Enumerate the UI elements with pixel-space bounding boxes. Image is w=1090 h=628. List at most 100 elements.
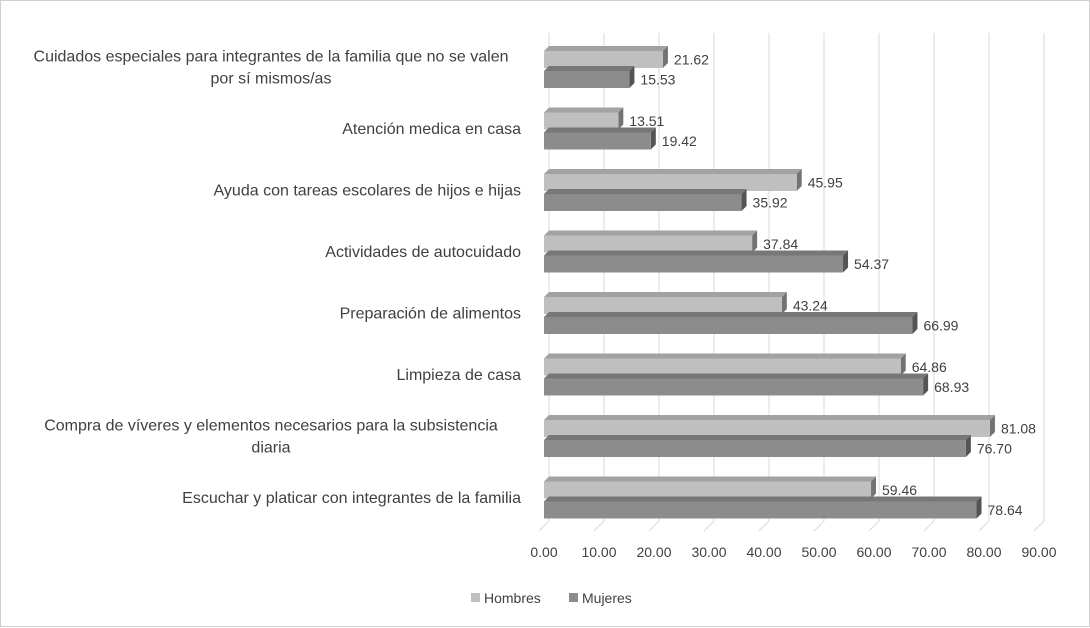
x-tick-label: 20.00 [636, 544, 671, 560]
bar-side-hombres [781, 292, 787, 314]
bar-top-mujeres [544, 66, 635, 71]
x-tick-label: 0.00 [530, 544, 557, 560]
data-label: 15.53 [640, 72, 675, 88]
data-label: 68.93 [934, 379, 969, 395]
bar-top-hombres [544, 230, 758, 236]
category-label: Actividades de autocuidado [325, 244, 521, 261]
data-label: 59.46 [882, 482, 917, 498]
bar-hombres [544, 174, 797, 191]
bar-mujeres [544, 440, 966, 457]
x-tick-label: 10.00 [581, 544, 616, 560]
gridline-floor [978, 520, 990, 532]
bar-top-mujeres [544, 373, 929, 379]
bar-top-hombres [544, 415, 995, 420]
bar-side-hombres [900, 353, 906, 376]
bar-top-hombres [544, 46, 668, 51]
data-label: 76.70 [977, 441, 1012, 457]
bar-top-mujeres [544, 250, 849, 256]
bar-side-hombres [796, 169, 802, 191]
bar-top-hombres [544, 476, 877, 482]
data-label: 37.84 [763, 236, 798, 252]
bar-hombres [544, 235, 753, 253]
gridline-floor [538, 520, 550, 532]
bar-mujeres [544, 317, 913, 334]
category-label: Limpieza de casa [396, 367, 521, 384]
data-label: 66.99 [923, 318, 958, 334]
gridline-floor [593, 520, 605, 532]
bar-side-mujeres [976, 496, 982, 519]
gridline-floor [813, 520, 825, 532]
data-label: 35.92 [753, 195, 788, 211]
gridline-floor [648, 520, 660, 532]
legend-swatch-mujeres [569, 593, 578, 602]
legend-label-mujeres: Mujeres [582, 590, 632, 606]
data-label: 81.08 [1001, 421, 1036, 437]
bar-side-mujeres [912, 312, 918, 334]
bar-side-mujeres [650, 127, 656, 150]
x-tick-label: 80.00 [966, 544, 1001, 560]
bar-top-mujeres [544, 312, 918, 317]
bar-top-hombres [544, 292, 787, 297]
bar-hombres [544, 112, 619, 130]
bar-side-hombres [618, 107, 624, 130]
bar-top-mujeres [544, 127, 656, 133]
bar-side-mujeres [629, 66, 635, 88]
category-label: Compra de víveres y elementos necesarios… [44, 418, 498, 435]
bar-top-hombres [544, 169, 802, 174]
bar-mujeres [544, 71, 630, 88]
bar-side-hombres [871, 476, 877, 499]
gridline-floor [868, 520, 880, 532]
bar-side-hombres [989, 415, 995, 437]
category-label: por sí mismos/as [211, 71, 332, 88]
category-label: Atención medica en casa [342, 121, 521, 138]
bar-top-hombres [544, 107, 624, 113]
bar-mujeres [544, 501, 977, 519]
x-tick-label: 40.00 [746, 544, 781, 560]
bar-top-mujeres [544, 496, 982, 502]
bar-mujeres [544, 255, 844, 273]
bar-side-hombres [752, 230, 758, 253]
category-label: diaria [251, 440, 290, 457]
gridline-floor [923, 520, 935, 532]
data-label: 13.51 [629, 113, 664, 129]
data-label: 43.24 [793, 298, 828, 314]
data-label: 45.95 [808, 175, 843, 191]
bar-hombres [544, 51, 663, 68]
category-label: Escuchar y platicar con integrantes de l… [182, 490, 521, 507]
data-label: 64.86 [912, 359, 947, 375]
data-label: 19.42 [662, 133, 697, 149]
legend-swatch-hombres [471, 593, 480, 602]
bar-top-mujeres [544, 435, 971, 440]
bar-hombres [544, 358, 901, 376]
bar-mujeres [544, 378, 924, 396]
bar-mujeres [544, 132, 651, 150]
data-label: 54.37 [854, 256, 889, 272]
category-label: Ayuda con tareas escolares de hijos e hi… [214, 183, 521, 200]
bar-hombres [544, 481, 872, 499]
data-label: 21.62 [674, 52, 709, 68]
legend-label-hombres: Hombres [484, 590, 541, 606]
x-tick-label: 70.00 [911, 544, 946, 560]
bar-side-mujeres [843, 250, 849, 273]
bar-side-mujeres [741, 189, 747, 211]
gridline-floor [758, 520, 770, 532]
gridline-floor [703, 520, 715, 532]
bar-side-mujeres [965, 435, 971, 457]
bar-top-mujeres [544, 189, 747, 194]
bar-side-hombres [662, 46, 668, 68]
x-tick-label: 60.00 [856, 544, 891, 560]
bar-hombres [544, 297, 782, 314]
data-label: 78.64 [988, 502, 1023, 518]
category-label: Preparación de alimentos [340, 306, 521, 323]
bar-top-hombres [544, 353, 906, 359]
x-tick-label: 50.00 [801, 544, 836, 560]
x-tick-label: 90.00 [1021, 544, 1056, 560]
bar-mujeres [544, 194, 742, 211]
category-label: Cuidados especiales para integrantes de … [34, 49, 509, 66]
bar-hombres [544, 420, 990, 437]
x-tick-label: 30.00 [691, 544, 726, 560]
gridline-floor [1033, 520, 1045, 532]
bar-side-mujeres [923, 373, 929, 396]
